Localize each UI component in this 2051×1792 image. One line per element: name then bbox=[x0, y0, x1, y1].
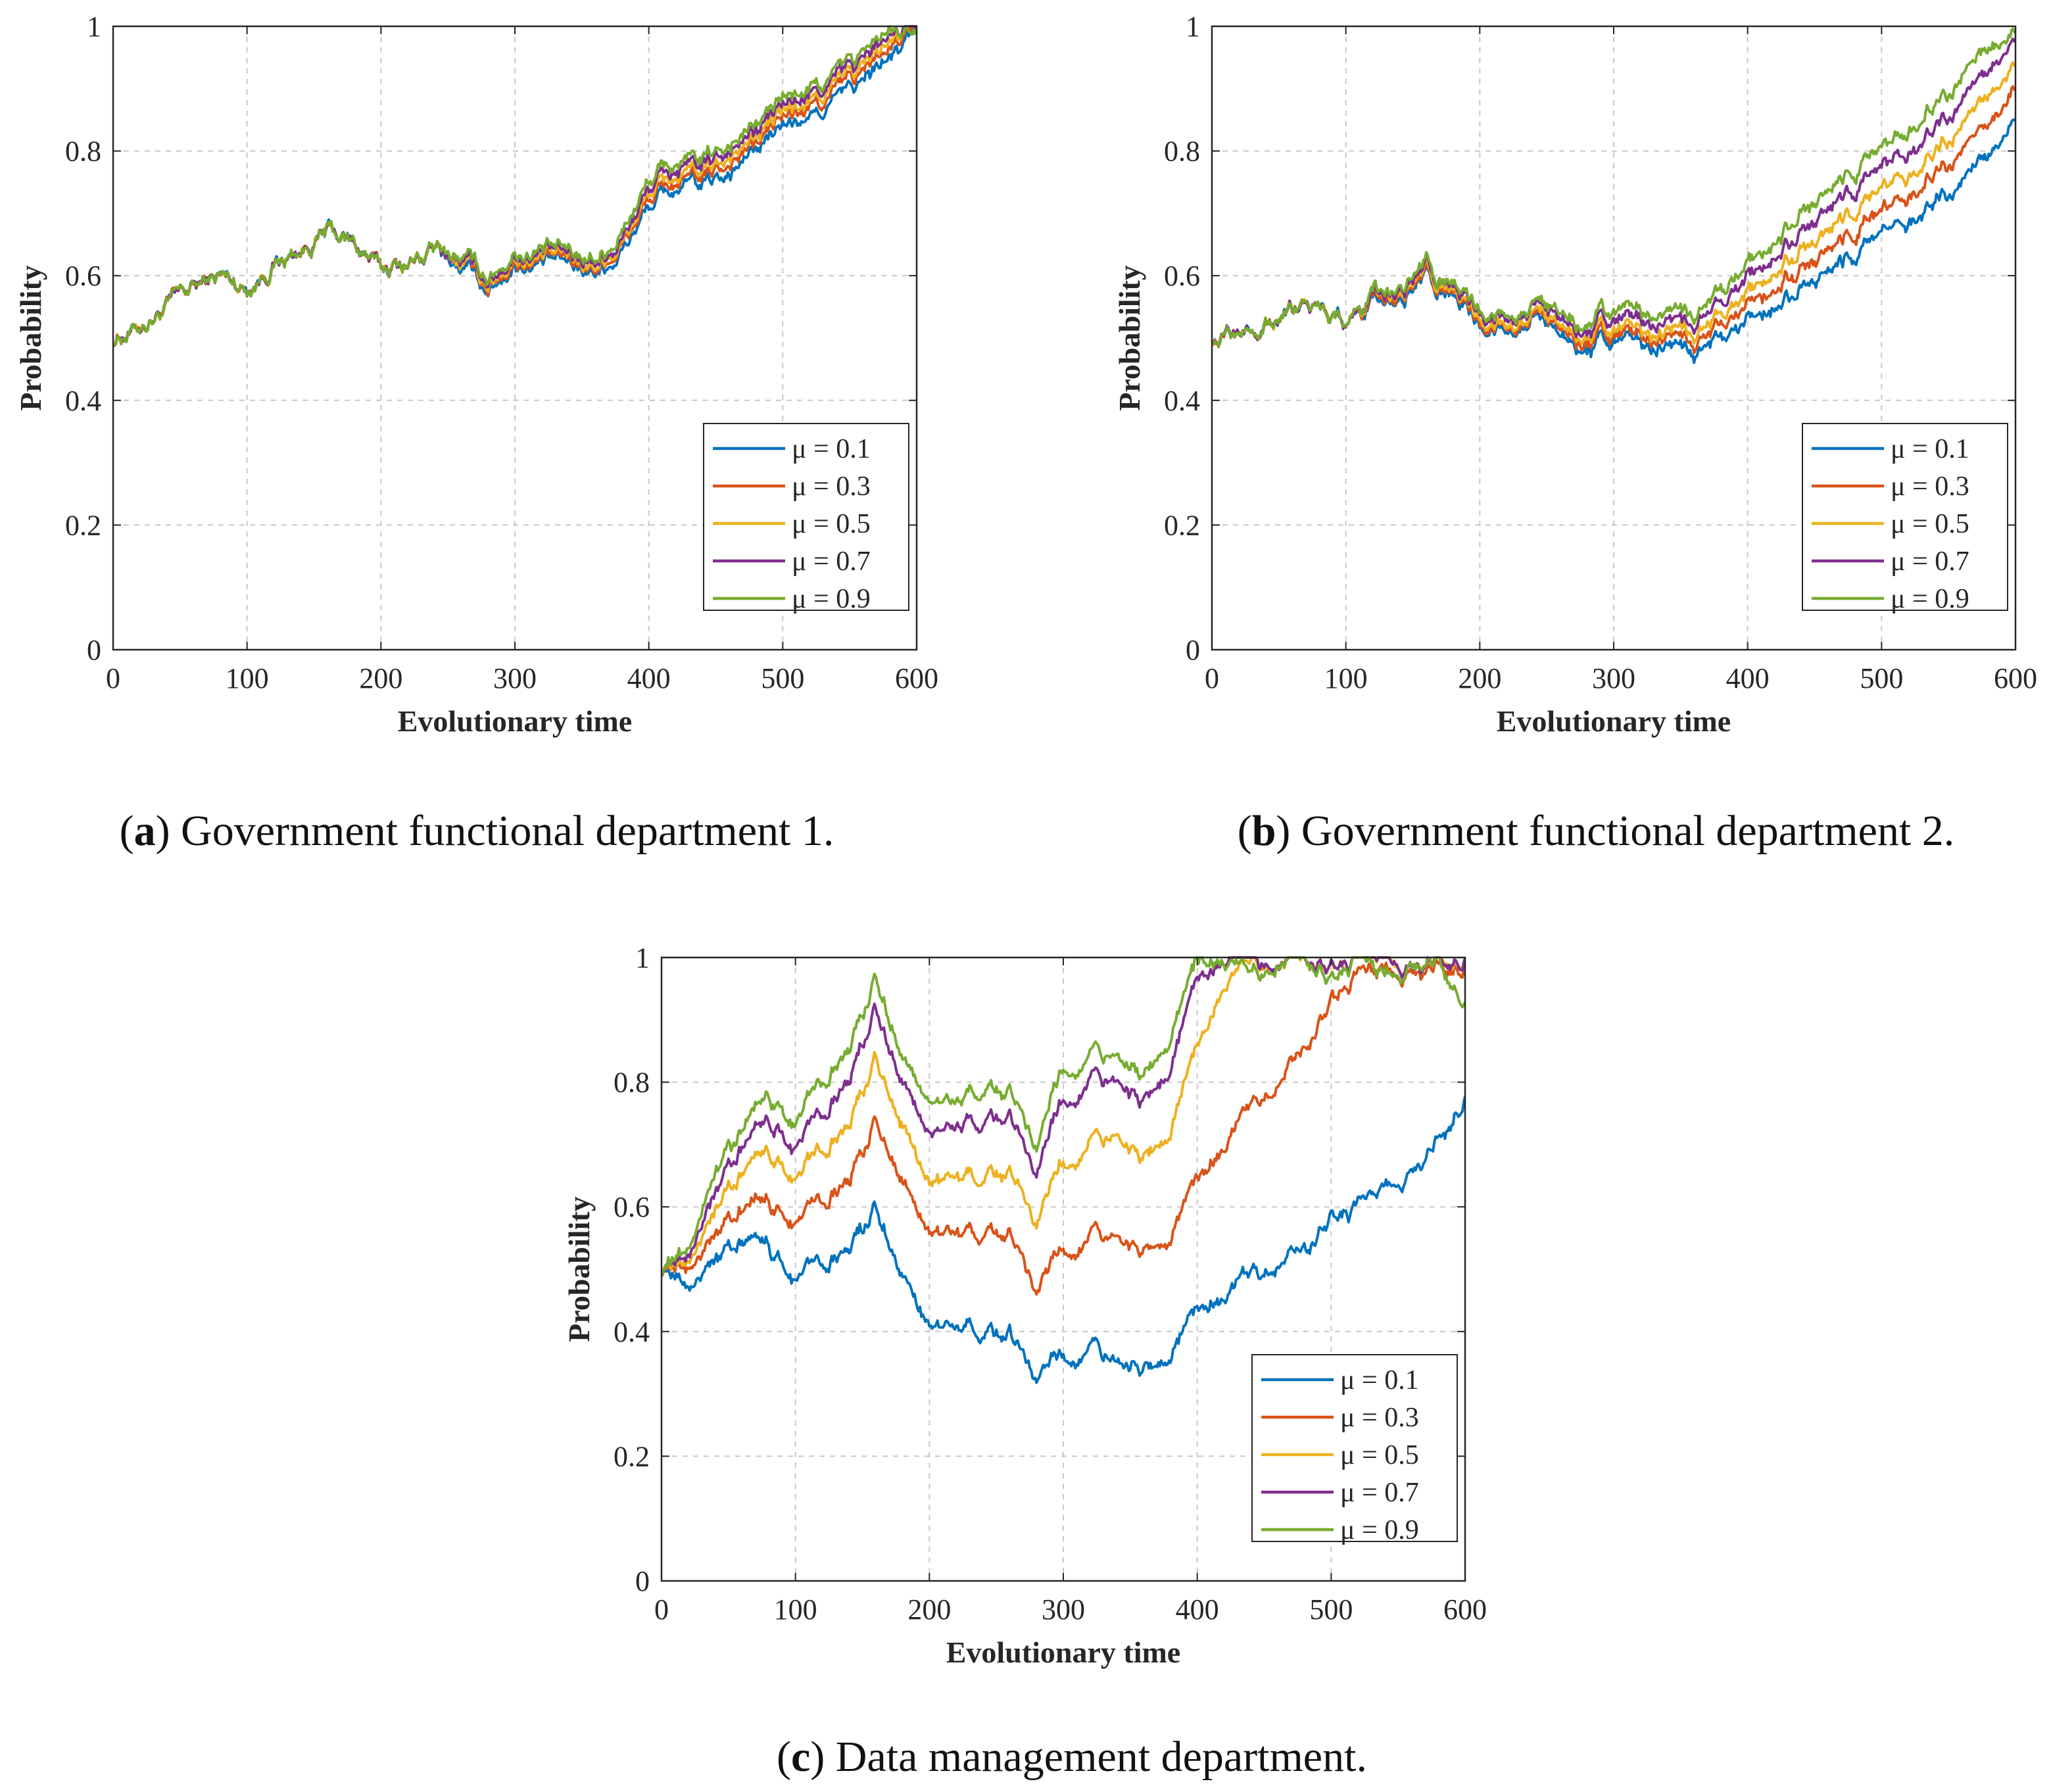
legend-label-3: μ = 0.5 bbox=[792, 509, 871, 539]
legend-label-5: μ = 0.9 bbox=[792, 584, 871, 614]
caption-label: b bbox=[1252, 807, 1276, 855]
caption-paren-close: ) bbox=[156, 807, 181, 855]
legend-label-5: μ = 0.9 bbox=[1340, 1515, 1419, 1545]
caption-text: Government functional department 2. bbox=[1301, 807, 1954, 855]
legend-label-4: μ = 0.7 bbox=[1340, 1478, 1419, 1508]
x-tick-label: 0 bbox=[654, 1593, 669, 1626]
legend-label-1: μ = 0.1 bbox=[792, 434, 871, 464]
legend-label-4: μ = 0.7 bbox=[1891, 546, 1969, 577]
caption: (b) Government functional department 2. bbox=[1238, 807, 1955, 855]
y-tick-label: 0 bbox=[87, 634, 101, 666]
x-tick-label: 300 bbox=[1042, 1593, 1085, 1626]
legend-box bbox=[1802, 423, 2008, 611]
caption: (c) Data management department. bbox=[777, 1733, 1367, 1781]
caption-text: Government functional department 1. bbox=[181, 807, 834, 855]
x-tick-label: 400 bbox=[1176, 1593, 1219, 1626]
y-tick-label: 0.2 bbox=[614, 1440, 650, 1472]
y-tick-label: 0.8 bbox=[614, 1067, 650, 1099]
y-tick-label: 0.6 bbox=[614, 1191, 650, 1223]
y-tick-label: 0.4 bbox=[1164, 385, 1200, 417]
x-tick-label: 200 bbox=[907, 1593, 951, 1626]
x-tick-label: 100 bbox=[1324, 662, 1368, 694]
x-tick-label: 400 bbox=[627, 662, 671, 694]
x-tick-label: 500 bbox=[1860, 662, 1903, 694]
y-axis-label: Probability bbox=[1113, 265, 1146, 411]
x-tick-label: 300 bbox=[493, 662, 537, 694]
y-tick-label: 0.4 bbox=[65, 385, 101, 417]
legend-label-4: μ = 0.7 bbox=[792, 546, 871, 577]
y-tick-label: 0.2 bbox=[65, 509, 101, 541]
x-tick-label: 100 bbox=[226, 662, 269, 694]
legend: μ = 0.1 μ = 0.3 μ = 0.5 μ = 0.7 μ = 0.9 bbox=[1251, 1354, 1458, 1545]
caption-label: c bbox=[791, 1733, 810, 1781]
y-tick-label: 0.6 bbox=[65, 260, 101, 292]
x-axis-label: Evolutionary time bbox=[1497, 704, 1731, 738]
panel-a: 0 100 200 300 400 500 600 0 0.2 0.4 0.6 0.8 1 Evoluti… bbox=[14, 11, 938, 855]
legend-box bbox=[1251, 1354, 1458, 1542]
caption-label: a bbox=[134, 807, 156, 855]
legend-label-5: μ = 0.9 bbox=[1891, 584, 1969, 614]
legend-label-1: μ = 0.1 bbox=[1891, 434, 1969, 464]
x-tick-label: 600 bbox=[1994, 662, 2037, 694]
y-tick-label: 0.6 bbox=[1164, 260, 1200, 292]
caption: (a) Government functional department 1. bbox=[120, 807, 834, 855]
legend-box bbox=[703, 423, 909, 611]
legend-label-3: μ = 0.5 bbox=[1340, 1440, 1419, 1470]
x-tick-label: 500 bbox=[1309, 1593, 1353, 1626]
series-line-5 bbox=[662, 956, 1465, 1277]
y-tick-label: 1 bbox=[87, 11, 101, 43]
x-tick-label: 0 bbox=[106, 662, 120, 694]
caption-paren-open: ( bbox=[1238, 807, 1252, 855]
y-axis-label: Probability bbox=[562, 1196, 596, 1342]
x-tick-label: 300 bbox=[1592, 662, 1635, 694]
caption-text: Data management department. bbox=[836, 1733, 1367, 1781]
series-line-1 bbox=[662, 1096, 1465, 1384]
y-tick-label: 1 bbox=[635, 942, 650, 974]
series-line-5 bbox=[1212, 27, 2015, 348]
y-tick-label: 0.4 bbox=[614, 1316, 650, 1348]
y-tick-label: 0.8 bbox=[1164, 135, 1200, 168]
legend-label-2: μ = 0.3 bbox=[1340, 1403, 1419, 1433]
y-tick-label: 0 bbox=[635, 1565, 650, 1597]
series-line-5 bbox=[113, 25, 917, 347]
x-tick-label: 100 bbox=[774, 1593, 817, 1626]
y-tick-label: 0.8 bbox=[65, 135, 101, 168]
legend-label-1: μ = 0.1 bbox=[1340, 1365, 1419, 1395]
x-tick-label: 0 bbox=[1205, 662, 1219, 694]
x-tick-label: 200 bbox=[359, 662, 402, 694]
legend-label-2: μ = 0.3 bbox=[792, 472, 871, 502]
y-axis-label: Probability bbox=[14, 265, 47, 411]
x-axis-label: Evolutionary time bbox=[946, 1635, 1180, 1669]
x-tick-label: 600 bbox=[1443, 1593, 1487, 1626]
legend-label-2: μ = 0.3 bbox=[1891, 472, 1969, 502]
legend: μ = 0.1 μ = 0.3 μ = 0.5 μ = 0.7 μ = 0.9 bbox=[1802, 423, 2008, 614]
caption-paren-open: ( bbox=[777, 1733, 791, 1781]
x-tick-label: 200 bbox=[1458, 662, 1501, 694]
x-tick-label: 400 bbox=[1726, 662, 1770, 694]
caption-paren-close: ) bbox=[810, 1733, 835, 1781]
caption-paren-open: ( bbox=[120, 807, 134, 855]
x-axis-label: Evolutionary time bbox=[398, 704, 632, 738]
panel-b: 0 100 200 300 400 500 600 0 0.2 0.4 0.6 0.8 1 Evoluti… bbox=[1113, 11, 2037, 855]
legend: μ = 0.1 μ = 0.3 μ = 0.5 μ = 0.7 μ = 0.9 bbox=[703, 423, 909, 614]
y-tick-label: 0.2 bbox=[1164, 509, 1200, 541]
x-tick-label: 500 bbox=[761, 662, 804, 694]
x-tick-label: 600 bbox=[895, 662, 938, 694]
y-tick-label: 0 bbox=[1186, 634, 1200, 666]
series-line-2 bbox=[662, 957, 1465, 1296]
y-tick-label: 1 bbox=[1186, 11, 1200, 43]
legend-label-3: μ = 0.5 bbox=[1891, 509, 1969, 539]
caption-paren-close: ) bbox=[1276, 807, 1301, 855]
panel-c: 0 100 200 300 400 500 600 0 0.2 0.4 0.6 0.8 1 Evoluti… bbox=[562, 942, 1487, 1781]
